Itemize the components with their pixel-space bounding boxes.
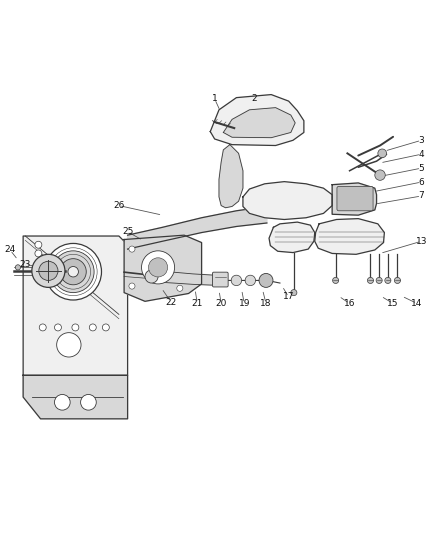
Text: 2: 2 [251, 94, 257, 103]
Polygon shape [210, 94, 304, 146]
Circle shape [57, 333, 81, 357]
Text: 25: 25 [122, 227, 133, 236]
Polygon shape [127, 206, 267, 249]
Polygon shape [332, 183, 377, 215]
Circle shape [148, 258, 168, 277]
FancyBboxPatch shape [337, 187, 373, 211]
Circle shape [35, 250, 42, 257]
Polygon shape [315, 219, 385, 254]
Text: 18: 18 [260, 299, 272, 308]
Polygon shape [23, 375, 127, 419]
Circle shape [54, 324, 61, 331]
Circle shape [39, 324, 46, 331]
Circle shape [129, 246, 135, 252]
Text: 19: 19 [239, 299, 250, 308]
Polygon shape [152, 270, 215, 285]
Circle shape [15, 265, 21, 270]
Text: 15: 15 [387, 299, 399, 308]
Text: 13: 13 [416, 237, 427, 246]
Circle shape [245, 275, 255, 286]
Text: 4: 4 [419, 150, 424, 159]
Circle shape [141, 251, 175, 284]
Circle shape [367, 277, 374, 284]
Circle shape [60, 259, 86, 285]
Text: 6: 6 [418, 177, 424, 187]
Polygon shape [124, 235, 201, 301]
Text: 14: 14 [411, 299, 423, 308]
Polygon shape [219, 144, 243, 208]
Circle shape [378, 149, 387, 158]
Text: 3: 3 [418, 136, 424, 145]
FancyBboxPatch shape [212, 272, 228, 287]
Text: 21: 21 [191, 299, 203, 308]
Circle shape [145, 270, 158, 283]
Circle shape [231, 275, 242, 286]
Circle shape [39, 261, 58, 280]
Circle shape [35, 241, 42, 248]
Polygon shape [243, 182, 332, 220]
Circle shape [376, 277, 382, 284]
Text: 17: 17 [283, 293, 294, 302]
Polygon shape [23, 236, 127, 375]
Circle shape [45, 244, 102, 300]
Text: 5: 5 [418, 164, 424, 173]
Circle shape [394, 277, 400, 284]
Text: 24: 24 [4, 246, 16, 254]
Polygon shape [223, 108, 295, 138]
Text: 7: 7 [418, 191, 424, 200]
Circle shape [129, 283, 135, 289]
Circle shape [32, 254, 65, 287]
Circle shape [385, 277, 391, 284]
Text: 22: 22 [166, 298, 177, 306]
Text: 26: 26 [113, 201, 124, 210]
Circle shape [68, 266, 78, 277]
Circle shape [89, 324, 96, 331]
Circle shape [375, 170, 385, 180]
Circle shape [52, 251, 94, 293]
Circle shape [81, 394, 96, 410]
Circle shape [332, 277, 339, 284]
Text: 20: 20 [215, 299, 227, 308]
Circle shape [177, 285, 183, 292]
Text: 1: 1 [212, 94, 218, 103]
Circle shape [259, 273, 273, 287]
Text: 16: 16 [344, 299, 355, 308]
Polygon shape [269, 222, 315, 253]
Circle shape [102, 324, 110, 331]
Text: 23: 23 [20, 260, 31, 269]
Circle shape [291, 289, 297, 296]
Circle shape [54, 394, 70, 410]
Circle shape [72, 324, 79, 331]
